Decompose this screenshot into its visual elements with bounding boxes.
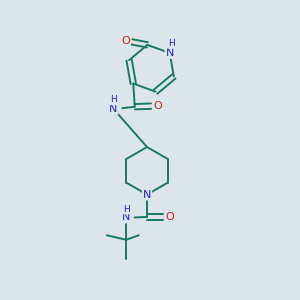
Text: O: O bbox=[121, 36, 130, 46]
Text: N: N bbox=[143, 190, 151, 200]
Text: O: O bbox=[153, 101, 162, 111]
Text: O: O bbox=[166, 212, 174, 222]
Text: N: N bbox=[122, 212, 130, 223]
Text: N: N bbox=[166, 48, 174, 58]
Text: N: N bbox=[109, 104, 118, 114]
Text: H: H bbox=[110, 95, 117, 104]
Text: H: H bbox=[123, 205, 130, 214]
Text: H: H bbox=[168, 39, 175, 48]
